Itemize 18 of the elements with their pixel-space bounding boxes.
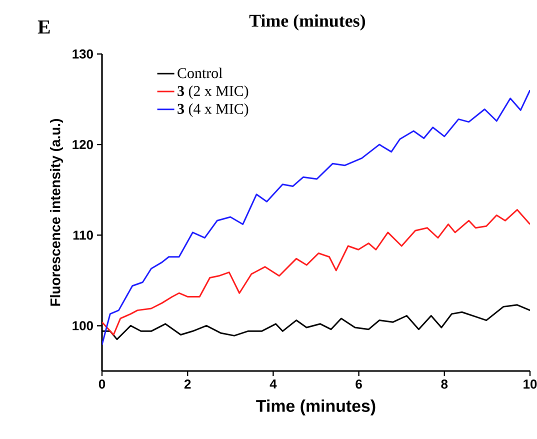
x-tick-label: 6 bbox=[356, 380, 362, 389]
legend-label: 3 (4 x MIC) bbox=[178, 103, 248, 117]
x-tick-label: 8 bbox=[441, 380, 448, 389]
text: E bbox=[38, 20, 50, 34]
y-tick-label: 130 bbox=[72, 49, 93, 59]
legend-label: Control bbox=[178, 68, 222, 78]
y-axis-title: Fluorescence intensity (a.u.) bbox=[50, 119, 64, 306]
legend-label: 3 (2 x MIC) bbox=[178, 86, 248, 100]
y-tick-label: 120 bbox=[72, 140, 93, 150]
x-tick-label: 0 bbox=[98, 380, 106, 389]
y-tick-label: 100 bbox=[72, 321, 93, 330]
x-axis-title: Time (minutes) bbox=[256, 400, 376, 416]
line-series bbox=[102, 209, 530, 336]
x-tick-label: 2 bbox=[184, 380, 191, 389]
x-tick-label: 4 bbox=[270, 380, 277, 388]
x-tick-label: 10 bbox=[524, 380, 537, 389]
chart-title: Time (minutes) bbox=[249, 14, 366, 30]
y-tick-label: 110 bbox=[73, 230, 93, 240]
